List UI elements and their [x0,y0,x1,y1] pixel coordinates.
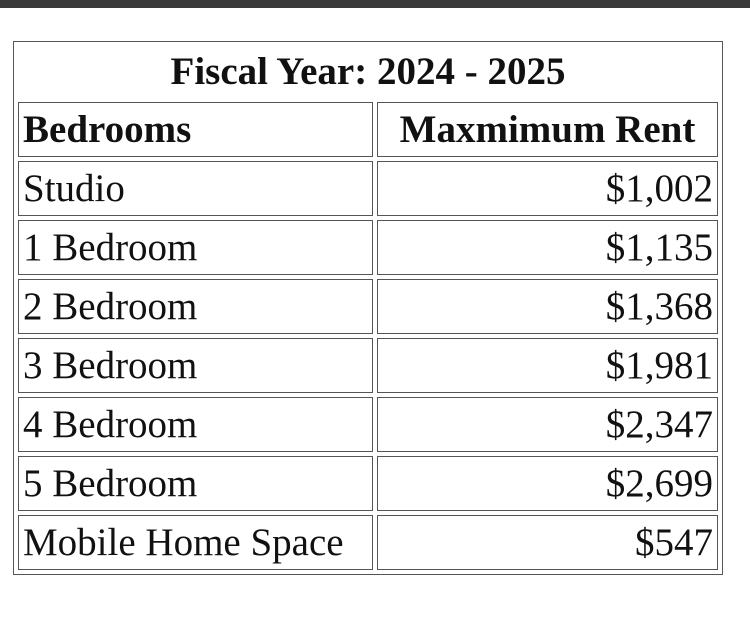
bedroom-cell: Studio [18,161,373,216]
rent-cell: $1,368 [377,279,718,334]
table-row: 2 Bedroom $1,368 [18,279,718,334]
table-row: 4 Bedroom $2,347 [18,397,718,452]
table-header-row: Bedrooms Maxmimum Rent [18,102,718,157]
rent-cell: $1,135 [377,220,718,275]
table-row: 5 Bedroom $2,699 [18,456,718,511]
table-row: Studio $1,002 [18,161,718,216]
table-title-row: Fiscal Year: 2024 - 2025 [18,46,718,98]
bedroom-cell: 2 Bedroom [18,279,373,334]
rent-cell: $2,699 [377,456,718,511]
table-row: Mobile Home Space $547 [18,515,718,570]
table-row: 3 Bedroom $1,981 [18,338,718,393]
table-title: Fiscal Year: 2024 - 2025 [170,50,566,93]
column-header-max-rent: Maxmimum Rent [377,102,718,157]
bedroom-cell: 1 Bedroom [18,220,373,275]
bedroom-cell: 3 Bedroom [18,338,373,393]
bedroom-cell: 4 Bedroom [18,397,373,452]
bedroom-cell: Mobile Home Space [18,515,373,570]
max-rent-table: Fiscal Year: 2024 - 2025 Bedrooms Maxmim… [13,41,723,575]
browser-top-bar [0,0,750,8]
rent-cell: $1,981 [377,338,718,393]
rent-cell: $1,002 [377,161,718,216]
rent-cell: $547 [377,515,718,570]
rent-cell: $2,347 [377,397,718,452]
table-row: 1 Bedroom $1,135 [18,220,718,275]
bedroom-cell: 5 Bedroom [18,456,373,511]
column-header-bedrooms: Bedrooms [18,102,373,157]
